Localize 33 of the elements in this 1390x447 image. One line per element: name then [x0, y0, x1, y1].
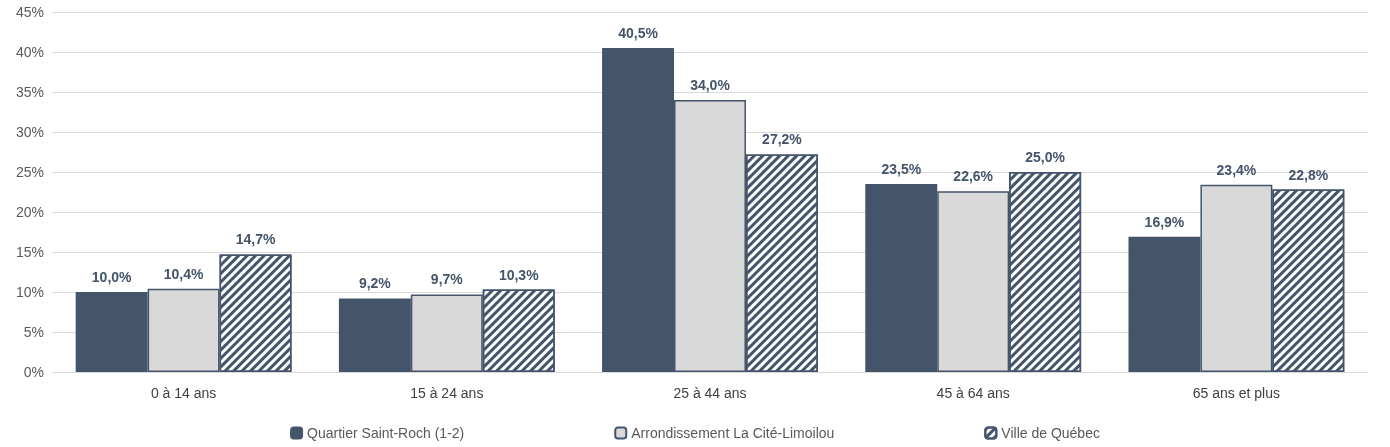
data-label: 9,7% [430, 271, 464, 288]
x-tick-label: 15 à 24 ans [410, 385, 484, 401]
data-label: 23,5% [881, 161, 922, 177]
y-tick-label: 20% [15, 204, 44, 220]
y-tick-label: 0% [23, 364, 44, 380]
data-label: 10,3% [498, 266, 540, 283]
data-label: 10,4% [163, 265, 204, 282]
x-tick-label: 25 à 44 ans [673, 385, 747, 401]
x-tick-label: 0 à 14 ans [150, 385, 217, 401]
y-tick-label: 45% [15, 4, 44, 20]
x-tick-label: 65 ans et plus [1192, 385, 1280, 401]
data-label: 34,0% [690, 77, 731, 93]
data-label: 9,2% [358, 275, 392, 292]
legend-label: Arrondissement La Cité-Limoilou [631, 425, 835, 441]
y-tick-label: 25% [15, 164, 44, 180]
data-label: 22,8% [1288, 166, 1329, 183]
y-tick-label: 5% [23, 324, 44, 340]
data-label: 10,0% [91, 269, 133, 285]
legend-label: Ville de Québec [1001, 425, 1100, 441]
data-label: 14,7% [235, 231, 276, 248]
y-tick-label: 30% [15, 124, 44, 140]
data-label: 23,4% [1216, 161, 1257, 178]
data-label: 27,2% [762, 131, 803, 148]
y-tick-label: 10% [15, 284, 44, 300]
legend-label: Quartier Saint-Roch (1-2) [307, 425, 465, 441]
data-label: 25,0% [1025, 149, 1066, 165]
y-tick-label: 15% [15, 244, 44, 260]
data-label: 40,5% [618, 25, 659, 41]
y-tick-label: 35% [15, 84, 44, 100]
data-label: 16,9% [1144, 213, 1185, 230]
y-tick-label: 40% [15, 44, 44, 60]
x-tick-label: 45 à 64 ans [936, 385, 1010, 401]
data-label: 22,6% [953, 168, 994, 185]
